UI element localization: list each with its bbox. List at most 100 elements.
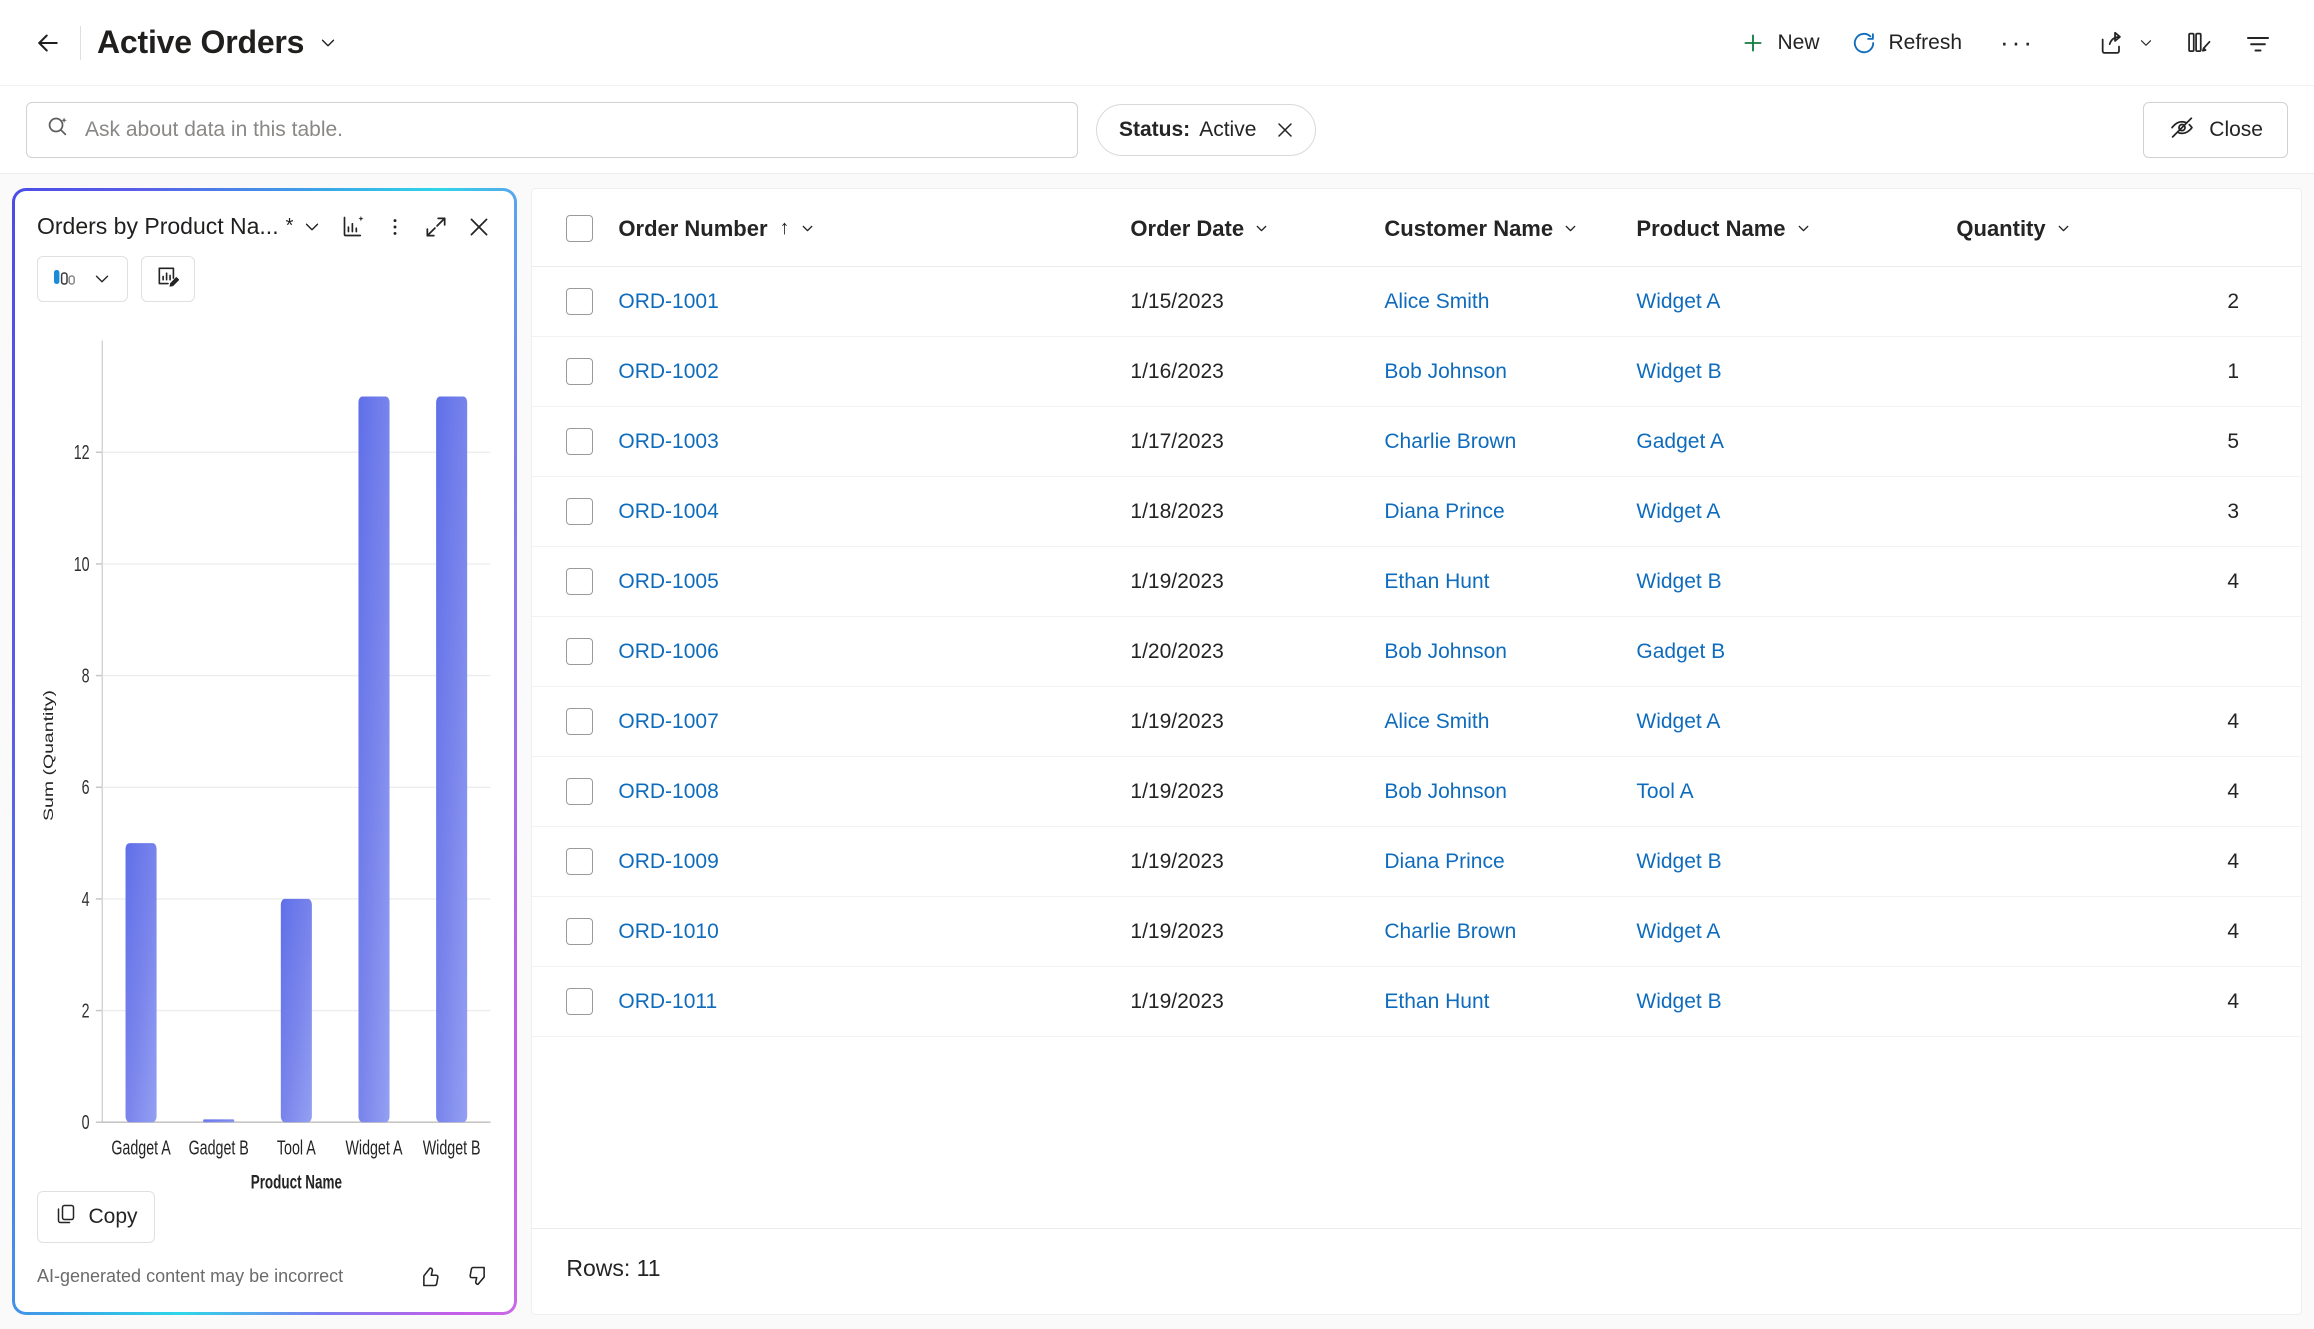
order-number-link[interactable]: ORD-1005 [618, 569, 719, 593]
bar[interactable] [280, 898, 312, 1123]
bar[interactable] [125, 843, 157, 1123]
product-name-link[interactable]: Tool A [1636, 779, 1694, 803]
row-checkbox[interactable] [566, 568, 594, 595]
order-number-link[interactable]: ORD-1006 [618, 639, 719, 663]
table-row[interactable]: ORD-1002 1/16/2023 Bob Johnson Widget B 1 [532, 336, 2302, 407]
product-name-link[interactable]: Widget B [1636, 569, 1722, 593]
product-name-link[interactable]: Widget A [1636, 709, 1721, 733]
row-checkbox[interactable] [566, 358, 594, 385]
edit-chart-button[interactable] [141, 256, 195, 302]
row-checkbox[interactable] [566, 918, 594, 945]
order-number-link[interactable]: ORD-1002 [618, 359, 719, 383]
customer-name-link[interactable]: Alice Smith [1384, 709, 1490, 733]
customer-name-link[interactable]: Charlie Brown [1384, 919, 1517, 943]
cell-quantity: 4 [1956, 896, 2302, 967]
order-number-link[interactable]: ORD-1009 [618, 849, 719, 873]
chart-header: Orders by Product Na... * [15, 191, 514, 240]
thumbs-down-icon[interactable] [465, 1263, 492, 1290]
cell-order-date: 1/16/2023 [1130, 336, 1385, 407]
new-button[interactable]: New [1724, 15, 1835, 71]
product-name-link[interactable]: Gadget A [1636, 429, 1724, 453]
close-icon[interactable] [466, 214, 492, 240]
select-all-checkbox[interactable] [566, 215, 594, 242]
search-input[interactable]: Ask about data in this table. [26, 101, 1078, 158]
edit-columns-button[interactable] [2170, 15, 2228, 71]
copy-button[interactable]: Copy [37, 1191, 155, 1243]
bar[interactable] [203, 1119, 235, 1123]
column-header-quantity[interactable]: Quantity [1956, 189, 2302, 267]
product-name-link[interactable]: Widget B [1636, 989, 1722, 1013]
order-number-link[interactable]: ORD-1007 [618, 709, 719, 733]
table-row[interactable]: ORD-1004 1/18/2023 Diana Prince Widget A 3 [532, 476, 2302, 547]
chevron-down-icon[interactable] [317, 32, 339, 54]
column-header-order-date[interactable]: Order Date [1130, 189, 1385, 267]
more-vertical-icon[interactable] [384, 216, 406, 238]
x-axis-label: Product Name [251, 1171, 342, 1191]
row-checkbox[interactable] [566, 988, 594, 1015]
order-number-link[interactable]: ORD-1011 [618, 989, 718, 1013]
row-checkbox[interactable] [566, 778, 594, 805]
chart-type-dropdown[interactable] [37, 256, 128, 302]
product-name-link[interactable]: Widget A [1636, 499, 1721, 523]
order-number-link[interactable]: ORD-1010 [618, 919, 719, 943]
status-filter-pill[interactable]: Status: Active [1096, 103, 1317, 156]
table-row[interactable]: ORD-1005 1/19/2023 Ethan Hunt Widget B 4 [532, 546, 2302, 617]
share-button[interactable] [2083, 15, 2170, 71]
table-row[interactable]: ORD-1003 1/17/2023 Charlie Brown Gadget A 5 [532, 406, 2302, 477]
product-name-link[interactable]: Gadget B [1636, 639, 1726, 663]
customer-name-link[interactable]: Alice Smith [1384, 289, 1490, 313]
more-commands-button[interactable]: ··· [1978, 15, 2057, 71]
back-button[interactable] [26, 21, 70, 65]
customer-name-link[interactable]: Bob Johnson [1384, 639, 1507, 663]
cell-quantity: 4 [1956, 966, 2302, 1037]
row-checkbox[interactable] [566, 288, 594, 315]
chevron-down-icon[interactable] [301, 216, 323, 238]
bar[interactable] [436, 396, 468, 1123]
table-row[interactable]: ORD-1008 1/19/2023 Bob Johnson Tool A 4 [532, 756, 2302, 827]
customer-name-link[interactable]: Bob Johnson [1384, 779, 1507, 803]
customer-name-link[interactable]: Diana Prince [1384, 499, 1505, 523]
customer-name-link[interactable]: Bob Johnson [1384, 359, 1507, 383]
table-row[interactable]: ORD-1009 1/19/2023 Diana Prince Widget B 4 [532, 826, 2302, 897]
column-header-order-number[interactable]: Order Number ↑ [618, 189, 1131, 267]
row-checkbox[interactable] [566, 848, 594, 875]
order-number-link[interactable]: ORD-1001 [618, 289, 719, 313]
order-number-link[interactable]: ORD-1008 [618, 779, 719, 803]
expand-diagonal-icon[interactable] [423, 214, 449, 240]
chevron-down-icon [2055, 220, 2072, 237]
customer-name-link[interactable]: Diana Prince [1384, 849, 1505, 873]
table-row[interactable]: ORD-1010 1/19/2023 Charlie Brown Widget A 4 [532, 896, 2302, 967]
cell-order-number: ORD-1004 [618, 476, 1131, 547]
refresh-button[interactable]: Refresh [1835, 15, 1978, 71]
refresh-button-label: Refresh [1888, 30, 1963, 54]
table-row[interactable]: ORD-1011 1/19/2023 Ethan Hunt Widget B 4 [532, 966, 2302, 1037]
column-header-product-name[interactable]: Product Name [1636, 189, 1957, 267]
filter-button[interactable] [2228, 15, 2288, 71]
table-row[interactable]: ORD-1007 1/19/2023 Alice Smith Widget A 4 [532, 686, 2302, 757]
chart-sparkle-icon[interactable] [340, 213, 367, 240]
bar[interactable] [358, 396, 390, 1123]
column-label-quantity: Quantity [1956, 215, 2046, 241]
customer-name-link[interactable]: Ethan Hunt [1384, 569, 1490, 593]
close-button[interactable]: Close [2143, 101, 2288, 158]
row-checkbox[interactable] [566, 428, 594, 455]
product-name-link[interactable]: Widget A [1636, 289, 1721, 313]
table-row[interactable]: ORD-1001 1/15/2023 Alice Smith Widget A 2 [532, 266, 2302, 337]
row-checkbox[interactable] [566, 708, 594, 735]
chart-plot-area[interactable]: 0 2 4 6 8 10 12 Gadget [15, 302, 514, 1191]
edit-columns-icon [2185, 29, 2213, 57]
thumbs-up-icon[interactable] [416, 1263, 443, 1290]
customer-name-link[interactable]: Ethan Hunt [1384, 989, 1490, 1013]
column-header-customer-name[interactable]: Customer Name [1384, 189, 1637, 267]
customer-name-link[interactable]: Charlie Brown [1384, 429, 1517, 453]
product-name-link[interactable]: Widget A [1636, 919, 1721, 943]
close-icon[interactable] [1273, 118, 1297, 142]
row-checkbox[interactable] [566, 638, 594, 665]
order-number-link[interactable]: ORD-1004 [618, 499, 719, 523]
order-number-link[interactable]: ORD-1003 [618, 429, 719, 453]
table-row[interactable]: ORD-1006 1/20/2023 Bob Johnson Gadget B [532, 616, 2302, 687]
product-name-link[interactable]: Widget B [1636, 359, 1722, 383]
row-checkbox[interactable] [566, 498, 594, 525]
product-name-link[interactable]: Widget B [1636, 849, 1722, 873]
